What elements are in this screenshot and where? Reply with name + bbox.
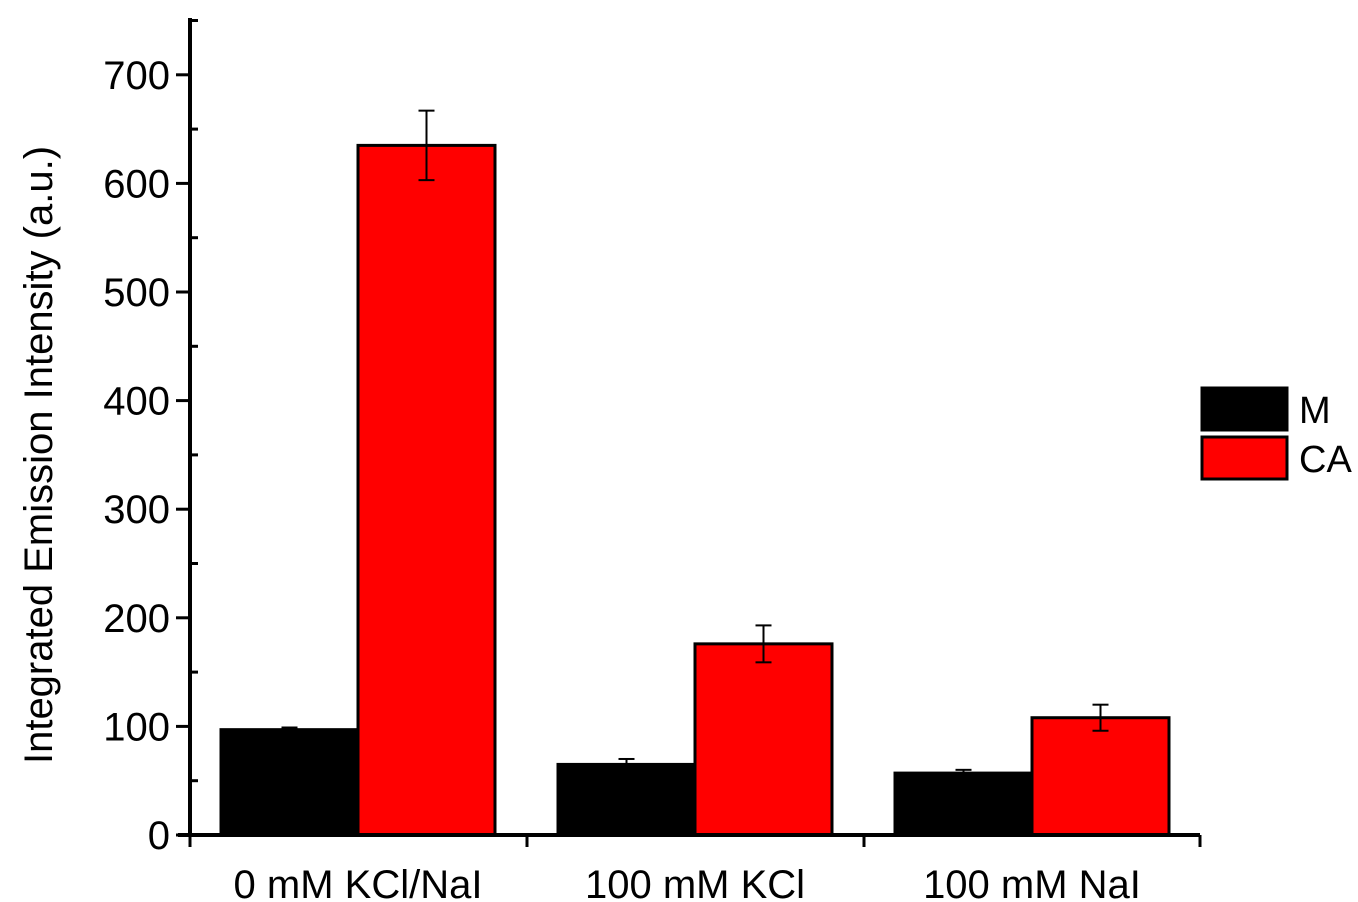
y-axis-title: Integrated Emission Intensity (a.u.) — [17, 146, 61, 764]
x-tick-label: 100 mM NaI — [923, 863, 1141, 902]
bar-ca-1 — [693, 642, 834, 837]
legend: M CA — [1200, 386, 1352, 481]
y-tick-label: 200 — [103, 597, 170, 641]
y-tick-label: 0 — [148, 814, 170, 858]
y-tick-label: 100 — [103, 705, 170, 749]
y-tick-label: 300 — [103, 488, 170, 532]
legend-swatch-m — [1200, 386, 1289, 432]
y-tick-label: 400 — [103, 380, 170, 424]
x-tick-label: 0 mM KCl/NaI — [234, 863, 483, 902]
bar-ca-0 — [356, 143, 497, 837]
bar-m-0 — [219, 728, 360, 837]
bar-m-1 — [556, 762, 697, 837]
legend-swatch-ca — [1200, 435, 1289, 481]
bar-m-2 — [893, 771, 1034, 837]
error-bars-layer — [281, 109, 1109, 778]
y-tick-label: 600 — [103, 162, 170, 206]
legend-label-m: M — [1299, 390, 1331, 432]
bar-ca-2 — [1030, 716, 1171, 837]
y-tick-label: 700 — [103, 54, 170, 98]
legend-label-ca: CA — [1299, 439, 1352, 481]
x-tick-label: 100 mM KCl — [585, 863, 805, 902]
bars-layer — [219, 143, 1171, 837]
y-tick-label: 500 — [103, 271, 170, 315]
axes-layer: 0 100 200 300 400 500 600 700 0 mM KCl/NaI 100 mM… — [103, 18, 1202, 902]
